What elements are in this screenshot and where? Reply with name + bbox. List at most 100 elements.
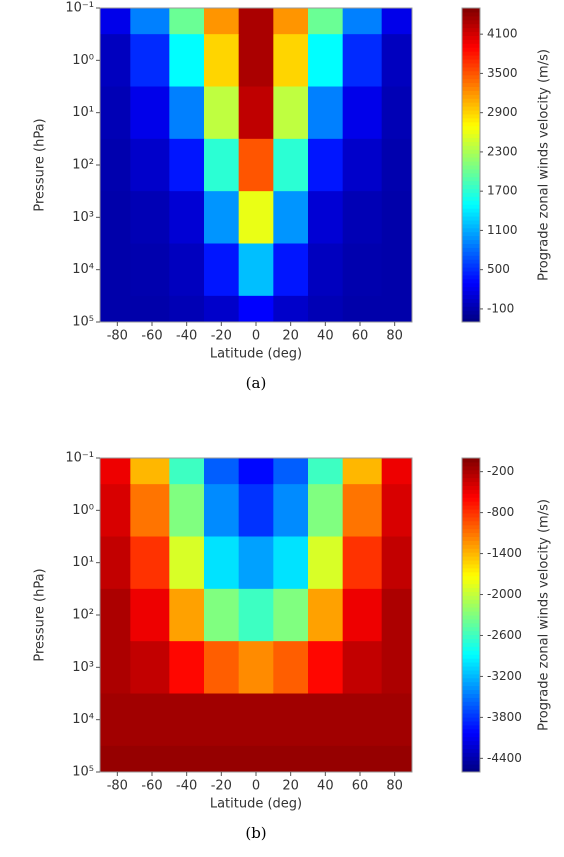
heat-cell: [204, 138, 240, 192]
colorbar-step: [462, 231, 480, 237]
caption: (a): [246, 374, 267, 392]
colorbar-step: [462, 235, 480, 241]
colorbar-step: [462, 149, 480, 154]
y-tick-label: 10³: [72, 660, 94, 675]
y-axis-label: Pressure (hPa): [33, 568, 48, 661]
colorbar-step: [462, 137, 480, 142]
heat-cell: [342, 641, 383, 694]
colorbar-step: [462, 693, 480, 698]
heat-cell: [204, 536, 240, 590]
heat-cell: [169, 295, 205, 323]
colorbar-step: [462, 247, 480, 252]
heat-cell: [238, 484, 274, 537]
x-tick-label: 60: [352, 779, 369, 794]
heat-cell: [308, 191, 344, 244]
heat-cell: [130, 138, 170, 192]
heat-cell: [342, 745, 383, 773]
x-tick-label: 40: [317, 329, 334, 344]
heat-cell: [238, 458, 274, 485]
colorbar-step: [462, 39, 480, 44]
colorbar-step: [462, 638, 480, 643]
heat-cell: [308, 693, 344, 747]
heat-cell: [308, 34, 344, 87]
colorbar-step: [462, 168, 480, 174]
x-tick-label: -40: [176, 329, 197, 344]
colorbar-step: [462, 752, 480, 757]
heat-cell: [100, 8, 131, 35]
colorbar-step: [462, 286, 480, 292]
colorbar-step: [462, 298, 480, 303]
colorbar-step: [462, 121, 480, 127]
heat-cell: [273, 484, 309, 537]
colorbar-step: [462, 481, 480, 486]
colorbar-step: [462, 47, 480, 52]
heat-cell: [169, 484, 205, 537]
colorbar-step: [462, 630, 480, 636]
heat-cell: [342, 536, 383, 590]
colorbar-tick-label: -100: [487, 301, 514, 315]
x-tick-label: 80: [386, 779, 403, 794]
heat-cell: [130, 8, 170, 35]
heat-cell: [273, 295, 309, 323]
colorbar-step: [462, 66, 480, 72]
heat-cell: [204, 745, 240, 773]
colorbar-step: [462, 505, 480, 510]
colorbar-step: [462, 560, 480, 565]
colorbar-step: [462, 157, 480, 162]
colorbar-step: [462, 744, 480, 749]
colorbar-step: [462, 736, 480, 742]
colorbar-step: [462, 646, 480, 651]
colorbar-step: [462, 626, 480, 632]
heat-cell: [238, 693, 274, 747]
colorbar-step: [462, 599, 480, 604]
colorbar-step: [462, 615, 480, 620]
heat-cell: [204, 588, 240, 642]
y-tick-label: 10²: [72, 608, 94, 623]
colorbar-step: [462, 748, 480, 753]
colorbar-step: [462, 669, 480, 675]
colorbar-step: [462, 524, 480, 530]
heat-cell: [204, 295, 240, 323]
colorbar-step: [462, 102, 480, 107]
colorbar-step: [462, 552, 480, 557]
heat-cell: [238, 8, 274, 35]
colorbar-step: [462, 461, 480, 467]
heat-cell: [308, 243, 344, 297]
colorbar-tick-label: 1700: [487, 184, 518, 198]
y-tick-label: 10⁵: [72, 315, 94, 330]
y-axis-label: Pressure (hPa): [33, 118, 48, 211]
colorbar-step: [462, 239, 480, 244]
heat-cell: [381, 34, 413, 87]
heat-cell: [130, 641, 170, 694]
heat-cell: [342, 458, 383, 485]
heat-cell: [100, 86, 131, 140]
colorbar-step: [462, 516, 480, 522]
heat-cell: [238, 34, 274, 87]
heat-cell: [100, 745, 131, 773]
colorbar-step: [462, 764, 480, 769]
colorbar-tick-label: 2300: [487, 144, 518, 158]
heat-cell: [381, 138, 413, 192]
heat-cell: [308, 458, 344, 485]
colorbar-step: [462, 74, 480, 80]
colorbar-step: [462, 697, 480, 702]
heat-cell: [308, 295, 344, 323]
colorbar-step: [462, 689, 480, 694]
heat-cell: [238, 191, 274, 244]
heat-cell: [130, 745, 170, 773]
heat-cell: [273, 138, 309, 192]
heat-cell: [204, 191, 240, 244]
colorbar-step: [462, 756, 480, 761]
x-axis-label: Latitude (deg): [210, 797, 302, 812]
heat-cell: [381, 8, 413, 35]
colorbar-step: [462, 282, 480, 288]
colorbar-step: [462, 556, 480, 561]
heat-cell: [273, 458, 309, 485]
colorbar-step: [462, 153, 480, 158]
colorbar-step: [462, 78, 480, 84]
y-tick-label: 10⁻¹: [65, 451, 94, 466]
colorbar-step: [462, 717, 480, 722]
colorbar-step: [462, 603, 480, 608]
colorbar-step: [462, 681, 480, 687]
colorbar-step: [462, 196, 480, 201]
